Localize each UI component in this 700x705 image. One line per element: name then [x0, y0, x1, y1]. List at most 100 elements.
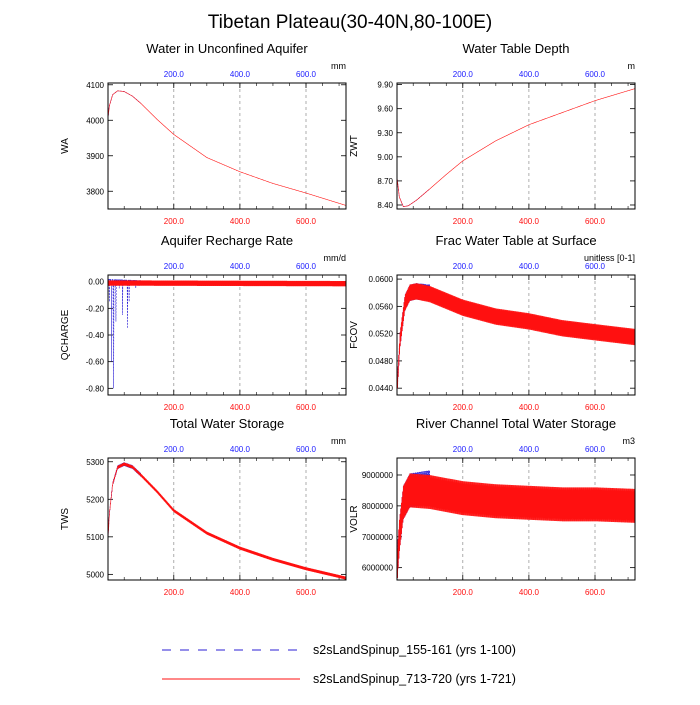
x-tick-label-top: 600.0	[585, 262, 606, 271]
x-tick-label-top: 200.0	[453, 262, 474, 271]
y-tick-label: 4100	[86, 81, 104, 90]
x-tick-label: 200.0	[164, 588, 185, 597]
plot-frame	[396, 274, 636, 396]
panel-units: mm	[331, 436, 346, 446]
panel-title: Aquifer Recharge Rate	[161, 233, 293, 248]
series-line-2	[397, 88, 635, 207]
chart-panel-wa: Water in Unconfined Aquifer mm WA 200.0 200.…	[60, 41, 347, 226]
y-tick-label: -0.80	[86, 384, 105, 393]
y-tick-label: 7000000	[362, 533, 394, 542]
x-tick-label: 600.0	[296, 217, 317, 226]
y-tick-label: -0.20	[86, 304, 105, 313]
chart-panel-zwt: Water Table Depth m ZWT 200.0 200.0 400.0 400.…	[349, 41, 636, 226]
y-tick-label: 4000	[86, 116, 104, 125]
x-tick-label: 400.0	[230, 403, 251, 412]
plot-frame	[396, 457, 636, 581]
x-tick-label-top: 400.0	[519, 445, 540, 454]
y-tick-label: 0.0520	[369, 330, 394, 339]
y-tick-label: 0.0560	[369, 302, 394, 311]
x-tick-label-top: 200.0	[164, 70, 185, 79]
x-tick-label: 600.0	[585, 588, 606, 597]
series-line-1	[108, 278, 142, 389]
y-tick-label: 8000000	[362, 502, 394, 511]
x-tick-label-top: 400.0	[230, 445, 251, 454]
chart-panel-qcharge: Aquifer Recharge Rate mm/d QCHARGE 200.0 200…	[60, 233, 347, 412]
x-tick-label: 600.0	[296, 588, 317, 597]
y-tick-label: 9000000	[362, 471, 394, 480]
axis-ylabel: ZWT	[349, 135, 360, 157]
x-tick-label-top: 400.0	[230, 70, 251, 79]
series-line-1	[108, 462, 142, 543]
legend-label-run2: s2sLandSpinup_713-720 (yrs 1-721)	[313, 672, 516, 686]
chart-panels: Water in Unconfined Aquifer mm WA 200.0 200.…	[60, 41, 636, 597]
panel-units: mm	[331, 61, 346, 71]
x-tick-label-top: 200.0	[164, 445, 185, 454]
y-tick-label: 6000000	[362, 564, 394, 573]
x-tick-label: 200.0	[453, 588, 474, 597]
plot-frame	[396, 82, 636, 210]
y-tick-label: -0.60	[86, 358, 105, 367]
y-tick-label: 0.0440	[369, 384, 394, 393]
x-tick-label-top: 600.0	[296, 445, 317, 454]
y-tick-label: 8.70	[377, 177, 393, 186]
y-tick-label: 5200	[86, 495, 104, 504]
x-tick-label-top: 200.0	[453, 445, 474, 454]
chart-panel-volr: River Channel Total Water Storage m3 VOLR 2…	[349, 416, 636, 597]
axis-ylabel: TWS	[60, 508, 71, 531]
x-tick-label-top: 600.0	[296, 262, 317, 271]
y-tick-label: 0.0600	[369, 275, 394, 284]
panel-units: mm/d	[324, 253, 347, 263]
y-tick-label: 3900	[86, 152, 104, 161]
y-tick-label: 9.90	[377, 81, 393, 90]
y-tick-label: 5000	[86, 570, 104, 579]
series-line-2	[108, 90, 346, 206]
y-tick-label: 8.40	[377, 201, 393, 210]
panel-units: m	[628, 61, 636, 71]
chart-panel-fcov: Frac Water Table at Surface unitless [0-1…	[349, 233, 636, 412]
panel-title: River Channel Total Water Storage	[416, 416, 616, 431]
x-tick-label: 200.0	[453, 217, 474, 226]
series-line-1	[108, 90, 141, 119]
series-line-2	[397, 473, 635, 580]
x-tick-label-top: 200.0	[453, 70, 474, 79]
x-tick-label-top: 400.0	[519, 70, 540, 79]
plot-frame	[107, 457, 347, 581]
axis-ylabel: WA	[60, 138, 71, 154]
series-line-2	[108, 462, 346, 580]
x-tick-label: 600.0	[585, 403, 606, 412]
legend-label-run1: s2sLandSpinup_155-161 (yrs 1-100)	[313, 643, 516, 657]
x-tick-label-top: 400.0	[230, 262, 251, 271]
panel-title: Water in Unconfined Aquifer	[146, 41, 308, 56]
legend: s2sLandSpinup_155-161 (yrs 1-100) s2sLan…	[162, 643, 516, 686]
panel-title: Frac Water Table at Surface	[435, 233, 596, 248]
axis-ylabel: VOLR	[349, 505, 360, 532]
x-tick-label: 200.0	[164, 217, 185, 226]
panel-title: Water Table Depth	[463, 41, 570, 56]
x-tick-label: 200.0	[453, 403, 474, 412]
y-tick-label: 0.00	[88, 278, 104, 287]
y-tick-label: 9.60	[377, 105, 393, 114]
y-tick-label: -0.40	[86, 331, 105, 340]
x-tick-label-top: 400.0	[519, 262, 540, 271]
x-tick-label: 400.0	[230, 588, 251, 597]
x-tick-label: 600.0	[585, 217, 606, 226]
x-tick-label: 400.0	[519, 217, 540, 226]
y-tick-label: 9.00	[377, 153, 393, 162]
y-tick-label: 9.30	[377, 129, 393, 138]
panel-units: unitless [0-1]	[584, 253, 635, 263]
x-tick-label-top: 600.0	[585, 70, 606, 79]
x-tick-label: 400.0	[519, 588, 540, 597]
axis-ylabel: FCOV	[349, 321, 360, 349]
x-tick-label-top: 600.0	[585, 445, 606, 454]
panel-units: m3	[622, 436, 635, 446]
x-tick-label: 400.0	[230, 217, 251, 226]
y-tick-label: 0.0480	[369, 357, 394, 366]
y-tick-label: 5300	[86, 458, 104, 467]
y-tick-label: 3800	[86, 187, 104, 196]
figure-title: Tibetan Plateau(30-40N,80-100E)	[208, 12, 492, 33]
axis-ylabel: QCHARGE	[60, 309, 71, 360]
x-tick-label-top: 600.0	[296, 70, 317, 79]
series-line-2	[397, 283, 635, 395]
y-tick-label: 5100	[86, 533, 104, 542]
